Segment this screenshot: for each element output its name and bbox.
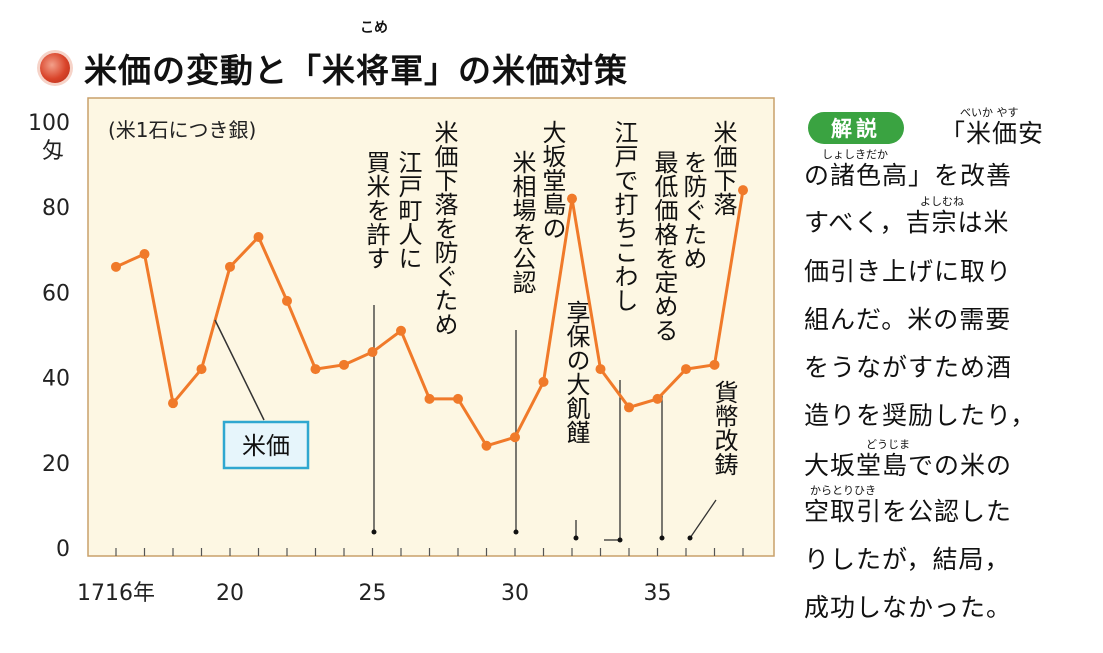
y-tick-label: 80 [42, 196, 70, 221]
annotation-dot [659, 535, 665, 541]
title-text: 米価の変動と「米将軍」の米価対策 [84, 51, 628, 90]
y-tick-label: 20 [42, 452, 70, 477]
plot-background [87, 97, 775, 557]
data-point [453, 393, 463, 404]
data-point [624, 402, 634, 413]
y-tick-label: 60 [42, 281, 70, 306]
annotation-label: 貨幣改鋳 [710, 380, 738, 476]
explanation-line: 造りを奨励したり， [804, 401, 1037, 430]
explanation-line: 大坂堂島での米の [804, 451, 1013, 480]
annotation-label: 大坂堂島の [538, 120, 566, 240]
data-point [681, 364, 691, 375]
data-point [652, 393, 663, 404]
annotation-leader [689, 499, 717, 539]
legend: 米価 [214, 319, 310, 470]
annotation-label: 享保の大飢饉 [562, 300, 590, 444]
annotation-label: 米価下落 [709, 120, 737, 216]
chart-title: 米価の変動と「米将軍」の米価対策 [40, 36, 628, 100]
data-point [538, 376, 549, 387]
annotation-lines [371, 305, 717, 543]
explanation-line: 「米価安 [940, 119, 1045, 148]
explanation-line: をうながすため酒 [804, 353, 1013, 382]
data-point [510, 432, 520, 443]
x-axis: 1716年 20 25 30 35 [77, 548, 744, 606]
explanation-line: 成功しなかった。 [804, 593, 1013, 622]
data-point [225, 261, 235, 272]
data-point [595, 364, 606, 375]
legend-label: 米価 [242, 432, 290, 460]
annotation-label: を防ぐため [679, 150, 707, 270]
y-tick-label: 40 [42, 367, 70, 392]
x-tick-label: 30 [501, 581, 529, 606]
annotation-label: 江戸で打ちこわし [610, 120, 638, 312]
legend-box [222, 420, 310, 470]
explanation-line: 価引き上げに取り [804, 257, 1013, 286]
data-point [367, 347, 378, 358]
x-tick-label: 1716年 [77, 581, 155, 606]
x-tick-label: 25 [359, 581, 387, 606]
annotation-label: 米価下落を防ぐため [430, 120, 458, 336]
annotation-label: 米相場を公認 [508, 150, 536, 294]
y-axis: 0 20 40 60 80 100 [28, 111, 70, 562]
data-point [282, 295, 292, 306]
explanation-line: りしたが，結局， [804, 545, 1011, 574]
ruby-annotation: べいか やす [960, 106, 1019, 119]
annotation-label: 江戸町人に [394, 150, 422, 270]
data-point [111, 261, 121, 272]
explanation-line: 組んだ。米の需要 [804, 305, 1012, 334]
ruby-annotation: どうじま [866, 438, 910, 451]
data-point [196, 364, 207, 375]
x-tick-label: 20 [216, 581, 244, 606]
annotation-dot [687, 535, 693, 541]
data-point [738, 185, 748, 196]
title-ruby: こめ [360, 20, 388, 36]
y-axis-unit: 匁 [42, 139, 64, 164]
data-point [339, 359, 349, 370]
x-tick-label: 35 [644, 581, 672, 606]
data-point [168, 398, 178, 409]
explanation-line: の諸色高」を改善 [804, 161, 1013, 190]
legend-pointer [214, 319, 265, 421]
explanation-line: 空取引を公認した [804, 497, 1013, 526]
annotation-label: 最低価格を定める [650, 150, 678, 342]
annotation-dot [617, 537, 623, 543]
annotation-dot [513, 529, 519, 535]
data-point [481, 440, 492, 451]
annotation-dot [371, 529, 377, 535]
data-point [396, 325, 406, 336]
data-point [567, 193, 577, 204]
y-tick-label: 100 [28, 111, 70, 136]
data-point [709, 359, 720, 370]
explanation-line: すべく，吉宗は米 [804, 208, 1010, 237]
ruby-annotation: しょしきだか [822, 148, 888, 161]
annotation-dot [573, 535, 579, 541]
data-point [139, 249, 150, 260]
ruby-annotation: からとりひき [810, 484, 876, 497]
annotation-label: 買米を許す [362, 150, 390, 270]
title-bullet-icon [40, 53, 70, 83]
data-point [310, 364, 321, 375]
explanation-badge: 解説 [808, 112, 904, 144]
rice-price-chart: 0 20 40 60 80 100 1716年 20 25 30 35 (米1石につき銀) 匁 米… [28, 97, 775, 606]
data-point [253, 232, 264, 243]
data-point [424, 393, 435, 404]
series-layer [111, 185, 748, 451]
unit-label: (米1石につき銀) [108, 118, 256, 142]
ruby-annotation: よしむね [920, 195, 964, 208]
y-tick-label: 0 [56, 537, 70, 562]
